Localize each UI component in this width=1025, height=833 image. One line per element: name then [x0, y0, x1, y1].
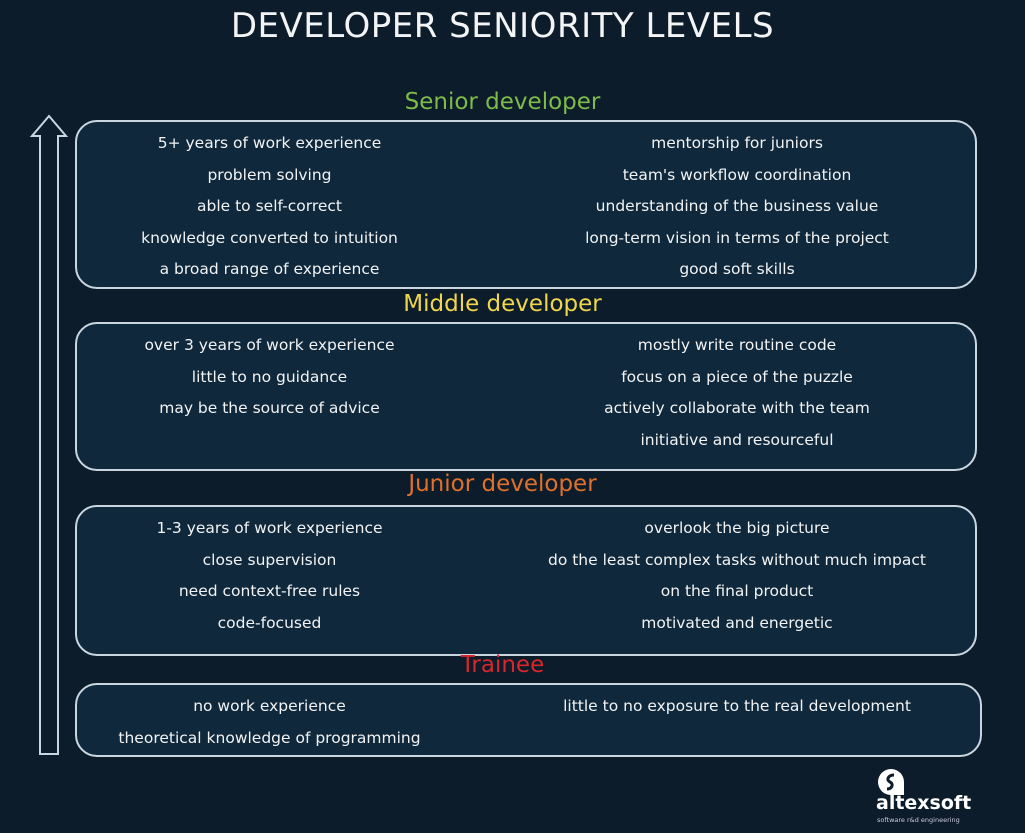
logo-name: altexsoft	[876, 792, 972, 814]
list-item: actively collaborate with the team	[604, 399, 870, 418]
list-item: understanding of the business value	[595, 197, 879, 216]
trainee-heading: Trainee	[460, 652, 545, 678]
page-title: DEVELOPER SENIORITY LEVELS	[230, 6, 775, 46]
list-item: 1-3 years of work experience	[156, 519, 383, 537]
list-item: long-term vision in terms of the project	[585, 228, 889, 247]
list-item: on the final product	[660, 582, 814, 601]
list-item: mostly write routine code	[637, 336, 837, 354]
right-column: overlook the big picture do the least com…	[517, 515, 957, 641]
middle-box: over 3 years of work experience little to…	[75, 322, 977, 471]
list-item: theoretical knowledge of programming	[118, 728, 421, 747]
altexsoft-logo-icon	[878, 769, 904, 795]
list-item: team's workflow coordination	[622, 165, 852, 184]
junior-box: 1-3 years of work experience close superv…	[75, 505, 977, 656]
list-item: problem solving	[207, 165, 332, 184]
list-item: do the least complex tasks without much …	[547, 550, 926, 569]
list-item: little to no exposure to the real develo…	[563, 697, 911, 715]
left-column: 1-3 years of work experience close superv…	[97, 515, 442, 641]
altexsoft-logo: altexsoft software r&d engineering	[872, 768, 992, 828]
left-column: over 3 years of work experience little to…	[97, 332, 442, 427]
left-column: no work experience theoretical knowledge …	[97, 693, 442, 756]
list-item: overlook the big picture	[644, 519, 830, 537]
left-column: 5+ years of work experience problem solvi…	[97, 130, 442, 288]
arrow-up-icon	[30, 114, 69, 755]
right-column: little to no exposure to the real develo…	[517, 693, 957, 725]
list-item: may be the source of advice	[159, 399, 380, 418]
list-item: over 3 years of work experience	[144, 336, 395, 354]
list-item: code-focused	[217, 613, 322, 632]
list-item: no work experience	[193, 697, 346, 715]
list-item: little to no guidance	[191, 367, 348, 386]
list-item: knowledge converted to intuition	[141, 228, 398, 247]
right-column: mentorship for juniors team's workflow co…	[517, 130, 957, 288]
list-item: mentorship for juniors	[651, 134, 823, 152]
list-item: a broad range of experience	[159, 260, 380, 279]
list-item: motivated and energetic	[641, 613, 833, 632]
junior-heading: Junior developer	[408, 471, 597, 497]
senior-box: 5+ years of work experience problem solvi…	[75, 120, 977, 289]
list-item: able to self-correct	[197, 197, 342, 216]
list-item: 5+ years of work experience	[157, 134, 382, 152]
trainee-box: no work experience theoretical knowledge …	[75, 683, 982, 757]
senior-heading: Senior developer	[404, 89, 601, 115]
right-column: mostly write routine code focus on a piec…	[517, 332, 957, 458]
logo-tagline: software r&d engineering	[877, 816, 960, 824]
list-item: good soft skills	[679, 260, 795, 279]
middle-heading: Middle developer	[403, 291, 602, 317]
list-item: close supervision	[202, 550, 337, 569]
list-item: need context-free rules	[178, 582, 361, 601]
list-item: focus on a piece of the puzzle	[621, 367, 853, 386]
list-item: initiative and resourceful	[640, 430, 834, 449]
